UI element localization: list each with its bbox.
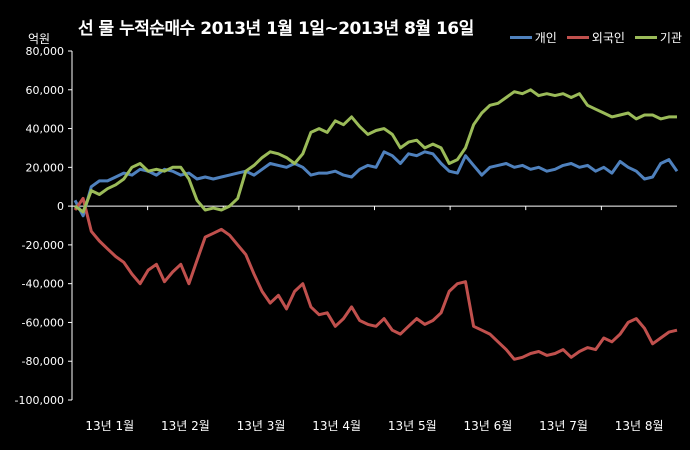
series-line-institution: [74, 88, 677, 214]
y-tick-label: -80,000: [22, 355, 64, 368]
series-line-foreign: [73, 196, 678, 361]
x-tick-label: 13년 2월: [161, 419, 210, 433]
x-tick-label: 13년 3월: [237, 419, 286, 433]
legend-swatch-institution: [634, 36, 657, 39]
legend-item-individual: 개인: [509, 29, 557, 46]
legend-label-foreign: 외국인: [591, 31, 625, 45]
x-tick-label: 13년 8월: [615, 419, 664, 433]
y-tick-label: -20,000: [22, 239, 64, 252]
legend-item-foreign: 외국인: [566, 29, 625, 46]
y-tick-label: 80,000: [26, 45, 65, 58]
y-tick-label: -40,000: [22, 278, 64, 291]
legend-item-institution: 기관: [634, 29, 682, 46]
chart-title: 선 물 누적순매수 2013년 1월 1일~2013년 8월 16일: [78, 19, 474, 39]
y-tick-label: 20,000: [26, 161, 65, 174]
legend-swatch-individual: [509, 36, 532, 39]
x-tick-label: 13년 5월: [388, 419, 437, 433]
legend-label-institution: 기관: [659, 31, 682, 45]
x-tick-label: 13년 1월: [85, 419, 134, 433]
x-tick-label: 13년 4월: [312, 419, 361, 433]
legend-label-individual: 개인: [534, 31, 557, 45]
y-tick-label: -60,000: [22, 316, 64, 329]
y-tick-label: 40,000: [26, 123, 65, 136]
y-tick-label: 60,000: [26, 84, 65, 97]
series-line-individual: [73, 150, 679, 218]
x-tick-label: 13년 6월: [464, 419, 513, 433]
legend: 개인 외국인 기관: [509, 29, 682, 46]
y-tick-label: -100,000: [15, 394, 64, 407]
x-tick-label: 13년 7월: [539, 419, 588, 433]
legend-swatch-foreign: [566, 36, 589, 39]
y-tick-label: 0: [57, 200, 64, 213]
y-axis-label: 억원: [28, 32, 51, 46]
